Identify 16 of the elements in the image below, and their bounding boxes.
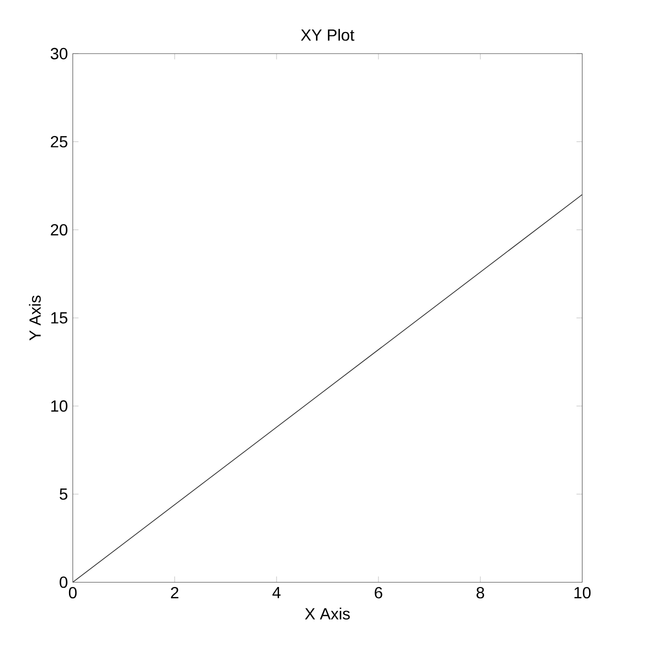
x-tick-label: 4 bbox=[272, 586, 281, 598]
y-tick-label: 10 bbox=[51, 400, 68, 412]
y-tick-label: 0 bbox=[60, 576, 68, 588]
chart-title: XY Plot bbox=[300, 28, 354, 41]
y-tick-label: 15 bbox=[51, 312, 68, 324]
x-tick-label: 10 bbox=[574, 586, 591, 598]
x-tick-label: 8 bbox=[476, 586, 484, 598]
y-axis-title: Y Axis bbox=[28, 296, 41, 340]
y-tick-label: 30 bbox=[50, 48, 68, 60]
x-tick-label: 6 bbox=[374, 586, 382, 598]
x-tick-label: 0 bbox=[68, 586, 77, 598]
y-tick-label: 25 bbox=[50, 136, 68, 148]
x-axis-title: X Axis bbox=[304, 608, 350, 620]
y-tick-label: 20 bbox=[50, 224, 68, 236]
y-tick-label: 5 bbox=[60, 488, 68, 500]
x-tick-label: 2 bbox=[170, 586, 178, 598]
